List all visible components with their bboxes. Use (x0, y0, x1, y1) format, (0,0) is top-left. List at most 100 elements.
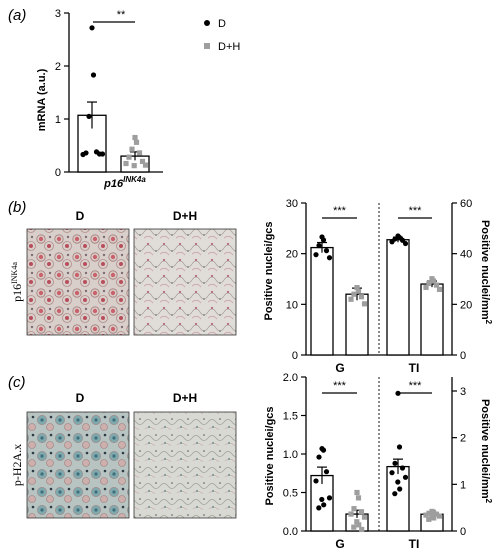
chart-b-g-dh-point (351, 291, 357, 297)
chart-b-g-dh-point (361, 301, 368, 307)
chart-c-ylabel-right: Positive nuclei/mm2 (479, 399, 493, 504)
chart-a-xlabel-sup: INK4a (123, 175, 146, 184)
chart-c-ti-dh-point (431, 515, 437, 521)
chart-b-yleft-tick-label: 30 (286, 198, 298, 210)
chart-c-g-d-point (316, 505, 322, 511)
chart-c-g-dh-point (355, 495, 362, 501)
panel-label-b: (b) (8, 199, 26, 216)
chart-a-dh-point (133, 139, 140, 145)
chart-c-g-dh-point (351, 524, 357, 530)
chart-c-g-d-point (320, 447, 327, 453)
chart-c-g-dh-point (356, 522, 362, 528)
chart-b-ylabel-right-main: Positive nuclei/mm (479, 220, 491, 320)
chart-c-g-dh-point (359, 526, 365, 533)
panel-b-stain-main: p16 (10, 284, 24, 302)
chart-c: Positive nuclei/gcs Positive nuclei/mm2 … (264, 372, 493, 550)
chart-c-ti-dh-point (433, 511, 440, 517)
chart-a-d-point (89, 25, 95, 31)
chart-a-dh-point (142, 162, 149, 168)
chart-c-significance: *** (409, 380, 423, 392)
chart-b-yright-tick-label: 40 (460, 249, 472, 261)
chart-b-ti-dh-point (426, 280, 432, 286)
chart-a-dh-point (126, 154, 132, 160)
chart-a-d-point (90, 72, 97, 78)
chart-c-ti-dh-point (426, 516, 432, 522)
chart-a-dh-point (136, 150, 143, 156)
chart-c-g-d-point (313, 478, 319, 484)
chart-c-yright-tick-label: 3 (460, 386, 466, 398)
panel-b-stain-label: p16INK4a (10, 262, 24, 302)
chart-b-g-dh-point (355, 288, 362, 294)
chart-c-ylabel-right-sup: 2 (484, 499, 493, 504)
chart-a-dh-point (132, 134, 138, 141)
panel-b-images: D D+H p16INK4a (10, 209, 237, 336)
chart-b-ylabel-right: Positive nuclei/mm2 (479, 220, 493, 325)
chart-b-yleft-tick-label: 20 (286, 249, 298, 261)
chart-b-category-ti: TI (409, 361, 420, 375)
panel-b-stain-sup: INK4a (10, 262, 19, 284)
chart-c-ti-d-point (389, 470, 395, 476)
chart-c-significance: *** (333, 380, 347, 392)
chart-c-g-d-point (323, 469, 330, 475)
chart-b-g-dh-point (358, 294, 365, 300)
chart-c-g-dh-point (361, 514, 368, 520)
chart-b-ylabel-left: Positive nuclei/gcs (263, 221, 275, 320)
chart-a-legend: D D+H (204, 18, 240, 53)
chart-c-g-dh-point (358, 509, 365, 515)
chart-b-ti-dh-bar (420, 283, 444, 356)
chart-c-yleft-tick-label: 1.0 (283, 449, 298, 461)
chart-a-dh-point (131, 163, 137, 169)
chart-a-dh-point (123, 160, 129, 167)
chart-b-yright-tick-label: 60 (460, 198, 472, 210)
chart-b-ti-d-point (389, 239, 395, 245)
chart-b-ti-d-point (399, 237, 406, 243)
chart-a: mRNA (a.u.) p16INK4a ** D D+H 0 1 2 3 (36, 8, 240, 190)
legend-marker-dh (204, 43, 210, 49)
chart-c-yright-tick-label: 1 (460, 479, 466, 491)
chart-c-ti-d-point (402, 474, 409, 480)
chart-a-y-tick-label: 3 (55, 8, 61, 20)
panel-c-header-dh: D+H (173, 391, 197, 405)
chart-b-ti-d-bar (386, 239, 410, 356)
chart-a-d-point (80, 151, 86, 158)
panel-label-a: (a) (8, 7, 26, 24)
chart-c-g-d-point (316, 454, 322, 460)
chart-c-g-dh-point (348, 511, 354, 517)
chart-b-g-dh-point (354, 285, 360, 291)
panel-b-header-dh: D+H (173, 209, 197, 223)
micrograph-c-dh (133, 411, 237, 519)
chart-c-category-g: G (335, 537, 344, 550)
chart-c-ti-d-point (397, 486, 403, 492)
chart-a-xlabel: p16INK4a (103, 175, 146, 190)
micrograph-b-d (26, 228, 130, 336)
chart-b-significance: *** (409, 205, 423, 217)
chart-c-g-d-point (321, 502, 327, 508)
chart-c-g-d-point (326, 495, 333, 501)
chart-a-dh-point (139, 158, 146, 164)
chart-c-ti-d-point (395, 479, 401, 485)
panel-label-c: (c) (8, 374, 26, 391)
chart-a-dh-point (129, 146, 135, 152)
chart-c-yleft-tick-label: 0.0 (283, 526, 298, 538)
chart-b-category-g: G (335, 361, 344, 375)
chart-c-ti-d-point (392, 460, 398, 466)
chart-b-yright-tick-label: 0 (460, 350, 466, 362)
chart-b-g-d-point (316, 242, 322, 249)
chart-a-significance: ** (117, 9, 126, 21)
chart-a-y-tick-label: 0 (55, 167, 61, 179)
chart-b-ti-dh-point (430, 278, 437, 284)
chart-c-ti-dh-point (436, 513, 443, 519)
panel-c-images: D D+H p-H2A.x (10, 391, 237, 519)
chart-b-yright-tick-label: 20 (460, 299, 472, 311)
chart-c-yleft-tick-label: 1.5 (283, 411, 298, 423)
chart-b-g-d-point (313, 252, 319, 258)
chart-c-g-d-point (319, 496, 325, 503)
legend-label-d: D (218, 18, 226, 30)
chart-b-g-d-point (320, 237, 327, 243)
chart-c-g-dh-point (351, 506, 357, 512)
chart-b-ylabel-right-sup: 2 (484, 320, 493, 325)
chart-a-y-tick-label: 1 (55, 114, 61, 126)
chart-a-d-point (99, 151, 106, 157)
chart-c-ti-d-point (392, 491, 398, 497)
